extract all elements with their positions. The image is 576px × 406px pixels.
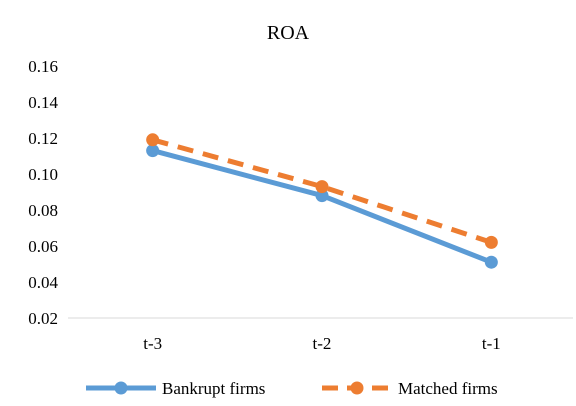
data-point-1-2 <box>484 235 498 249</box>
y-tick-label: 0.08 <box>28 201 58 220</box>
series-line-1 <box>152 137 493 245</box>
data-point-0-2 <box>484 255 498 269</box>
legend-label-1: Matched firms <box>398 379 498 398</box>
y-tick-label: 0.14 <box>28 93 58 112</box>
y-tick-label: 0.04 <box>28 273 58 292</box>
y-axis-ticks: 0.02 0.04 0.06 0.08 0.10 0.12 0.14 0.16 <box>28 57 58 328</box>
legend-label-0: Bankrupt firms <box>162 379 265 398</box>
legend-marker-0 <box>114 381 128 395</box>
x-tick-label: t-1 <box>482 334 501 353</box>
x-tick-label: t-3 <box>143 334 162 353</box>
y-tick-label: 0.16 <box>28 57 58 76</box>
series-line-0 <box>152 148 493 265</box>
legend-marker-1 <box>350 381 364 395</box>
y-tick-label: 0.10 <box>28 165 58 184</box>
data-point-0-0 <box>146 144 160 158</box>
data-point-0-1 <box>315 189 329 203</box>
data-point-1-0 <box>146 133 160 147</box>
y-tick-label: 0.06 <box>28 237 58 256</box>
x-tick-label: t-2 <box>313 334 332 353</box>
chart-title: ROA <box>267 22 310 44</box>
legend: Bankrupt firms Matched firms <box>86 379 498 398</box>
y-tick-label: 0.12 <box>28 129 58 148</box>
data-point-1-1 <box>315 180 329 194</box>
series-points <box>146 133 498 269</box>
y-tick-label: 0.02 <box>28 309 58 328</box>
x-axis-ticks: t-3 t-2 t-1 <box>143 334 501 353</box>
